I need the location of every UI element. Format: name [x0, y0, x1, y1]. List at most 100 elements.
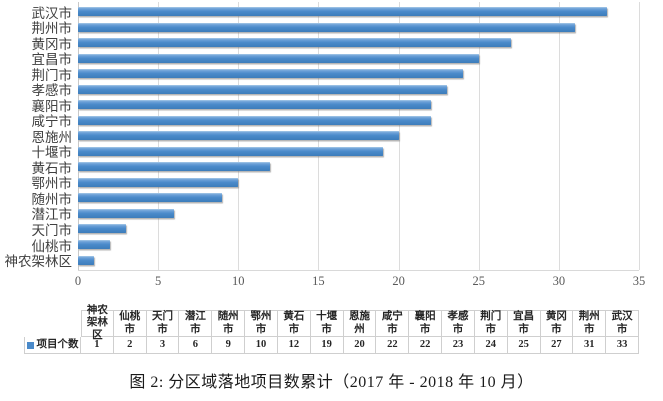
chart-row: 荆门市 [0, 66, 663, 83]
gridline-25 [478, 2, 480, 270]
table-column-header: 恩施州 [343, 310, 377, 337]
table-column-header: 武汉市 [606, 310, 639, 337]
table-header-row: 神农架林区 仙桃市 天门市 潜江市 随州市 鄂州市 黄石市 十堰市 恩施州 咸宁市 襄阳市 孝感市 荆门… [24, 305, 639, 341]
bar-孝感市 [78, 84, 447, 94]
legend-square-icon [26, 341, 34, 349]
bar-荆州市 [78, 22, 575, 32]
chart-row: 仙桃市 [0, 237, 663, 254]
bar-咸宁市 [78, 115, 431, 125]
y-axis-label: 荆门市 [31, 67, 73, 83]
table-value-cell: 1 [81, 337, 114, 354]
table-column-header: 荆门市 [474, 310, 508, 337]
y-axis-label: 黄冈市 [31, 36, 73, 52]
y-axis-label: 十堰市 [31, 145, 73, 161]
x-axis-tick-labels: 0 5 10 15 20 25 30 35 [0, 274, 663, 290]
table-value-cell: 22 [409, 337, 443, 354]
bar-随州市 [78, 193, 223, 203]
bar-天门市 [78, 224, 127, 234]
table-column-header: 鄂州市 [245, 310, 278, 337]
y-axis-label: 仙桃市 [31, 238, 73, 254]
chart-row: 黄石市 [0, 159, 663, 176]
chart-row: 潜江市 [0, 206, 663, 222]
chart-row: 鄂州市 [0, 175, 663, 191]
table-value-cell: 33 [606, 337, 639, 354]
bar-武汉市 [78, 7, 607, 17]
table-value-cell: 20 [343, 337, 377, 354]
table-value-cell: 6 [179, 337, 213, 354]
table-column-header: 天门市 [146, 310, 180, 337]
x-tick-label: 35 [632, 274, 646, 288]
table-value-cell: 3 [146, 337, 180, 354]
table-column-header: 随州市 [212, 310, 246, 337]
gridline-30 [558, 2, 560, 270]
chart-row: 荆州市 [0, 20, 663, 36]
bar-鄂州市 [78, 177, 239, 187]
bar-潜江市 [78, 208, 175, 218]
table-column-header: 荆州市 [573, 310, 607, 337]
y-axis-label: 宜昌市 [31, 52, 73, 68]
chart-row: 武汉市 [0, 4, 663, 21]
chart-row: 孝感市 [0, 82, 663, 98]
y-axis-label: 潜江市 [31, 207, 73, 223]
x-axis-line [78, 270, 639, 271]
bar-恩施州 [78, 131, 399, 141]
bar-黄冈市 [78, 38, 511, 48]
table-column-header: 潜江市 [179, 310, 213, 337]
bar-十堰市 [78, 146, 383, 156]
chart-row: 咸宁市 [0, 113, 663, 129]
x-tick-label: 5 [155, 274, 162, 288]
gridline-35 [639, 2, 640, 270]
figure-caption: 图 2: 分区域落地项目数累计（2017 年 - 2018 年 10 月） [129, 374, 534, 391]
y-axis-label: 神农架林区 [4, 254, 73, 270]
table-value-cell: 12 [277, 337, 311, 354]
chart-row: 十堰市 [0, 144, 663, 160]
series-legend-cell: 项目个数 [24, 337, 81, 354]
table-value-cell: 23 [442, 337, 475, 354]
bar-神农架林区 [78, 255, 95, 265]
table-column-header: 十堰市 [310, 310, 344, 337]
table-column-header: 黄冈市 [540, 310, 574, 337]
y-axis-label: 天门市 [31, 222, 73, 238]
bar-chart-plot: 武汉市 荆州市 黄冈市 宜昌市 荆门市 孝感市 襄阳市 咸宁市 恩施州 十堰市 黄石市 鄂州市 随州市潜… [0, 4, 663, 270]
y-axis-label: 随州市 [31, 191, 73, 207]
table-column-header: 宜昌市 [507, 310, 541, 337]
y-axis-label: 孝感市 [31, 83, 73, 99]
chart-row: 宜昌市 [0, 51, 663, 67]
y-axis-label: 荆州市 [31, 21, 73, 37]
y-axis-label: 咸宁市 [31, 114, 73, 130]
table-value-cell: 10 [245, 337, 278, 354]
table-value-cell: 27 [540, 337, 574, 354]
table-value-cell: 2 [113, 337, 147, 354]
x-tick-label: 10 [232, 274, 245, 288]
chart-row: 神农架林区 [0, 252, 663, 270]
table-column-header: 仙桃市 [113, 310, 147, 337]
table-corner-blank [24, 310, 81, 337]
x-tick-label: 20 [392, 274, 405, 288]
y-axis-label: 襄阳市 [31, 98, 73, 114]
y-axis-label: 武汉市 [31, 5, 73, 21]
table-value-cell: 24 [474, 337, 508, 354]
table-column-header: 孝感市 [442, 310, 475, 337]
bar-荆门市 [78, 69, 463, 79]
x-tick-label: 15 [312, 274, 325, 288]
table-value-cell: 22 [376, 337, 410, 354]
bar-襄阳市 [78, 100, 431, 110]
table-value-row: 项目个数 1 2 3 6 9 10 12 19 20 22 22 23 24 25 27 31 33 [24, 337, 639, 354]
y-axis-label: 恩施州 [31, 129, 73, 145]
series-legend-label: 项目个数 [36, 338, 79, 350]
bar-仙桃市 [78, 239, 111, 249]
table-column-header: 神农架林区 [81, 305, 114, 341]
chart-row: 天门市 [0, 221, 663, 238]
chart-row: 随州市 [0, 190, 663, 207]
chart-row: 恩施州 [0, 128, 663, 145]
x-tick-label: 25 [472, 274, 485, 288]
table-value-cell: 25 [507, 337, 541, 354]
table-value-cell: 19 [310, 337, 344, 354]
x-tick-label: 30 [552, 274, 566, 288]
table-value-cell: 31 [573, 337, 607, 354]
table-column-header: 襄阳市 [409, 310, 443, 337]
bar-黄石市 [78, 162, 271, 172]
y-axis-label: 鄂州市 [31, 176, 73, 192]
chart-row: 襄阳市 [0, 97, 663, 114]
data-table: 神农架林区 仙桃市 天门市 潜江市 随州市 鄂州市 黄石市 十堰市 恩施州 咸宁市 襄阳市 孝感市 荆门… [24, 305, 639, 354]
